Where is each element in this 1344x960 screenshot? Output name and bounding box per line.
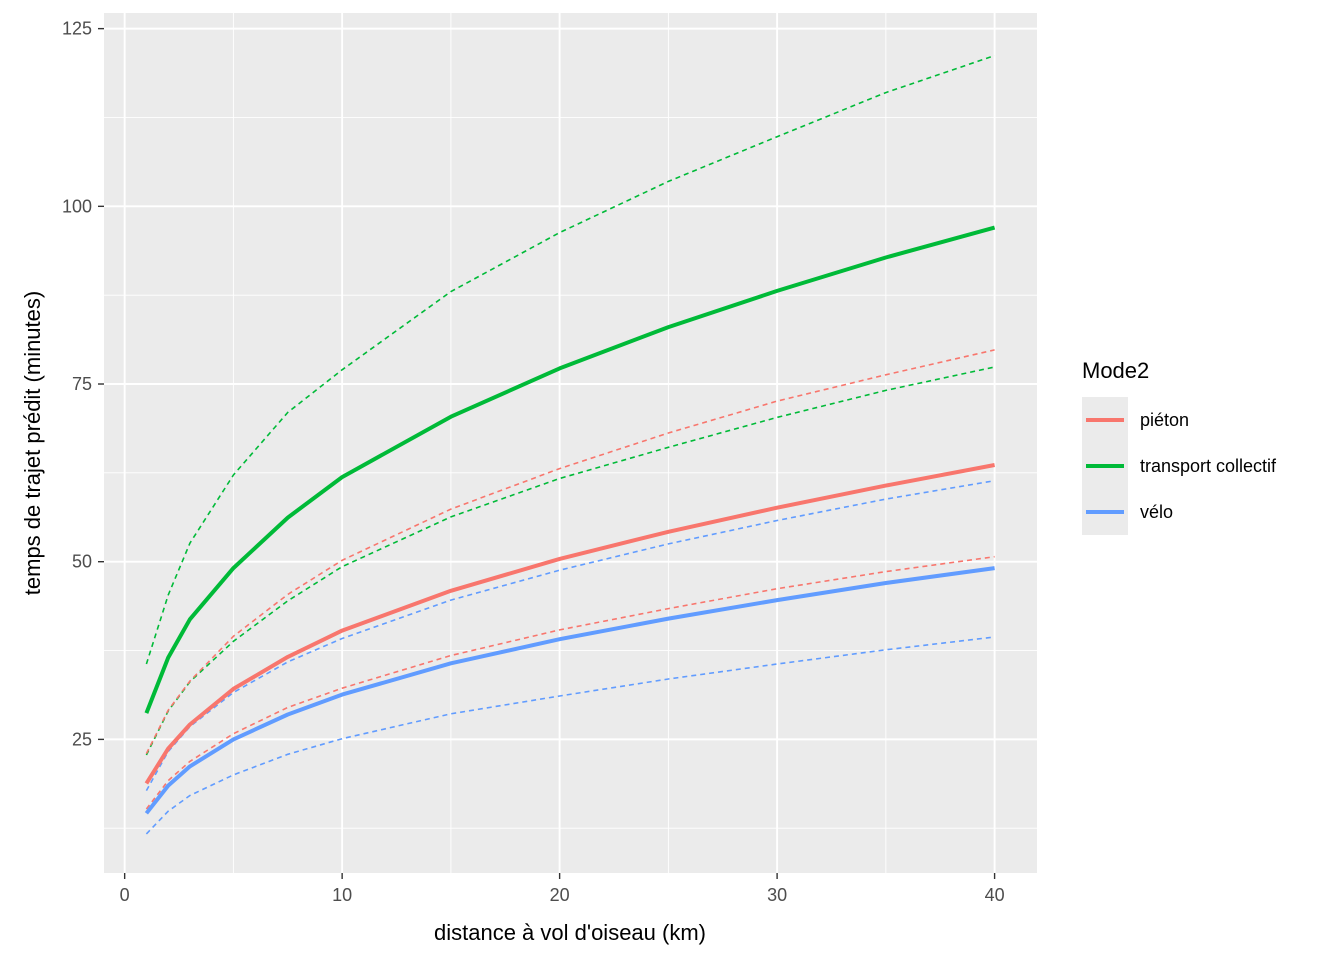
series-pieton-fit bbox=[144, 463, 995, 785]
x-tick-label: 40 bbox=[985, 885, 1005, 905]
y-tick-label: 75 bbox=[72, 374, 92, 394]
panel-background bbox=[104, 13, 1037, 873]
x-axis-ticks: 0 10 20 30 40 bbox=[120, 873, 1005, 905]
series-lines bbox=[144, 54, 996, 835]
x-tick-label: 20 bbox=[550, 885, 570, 905]
series-pieton-lower bbox=[145, 555, 995, 810]
y-axis-ticks: 25 50 75 100 125 bbox=[62, 19, 104, 749]
y-tick-label: 125 bbox=[62, 19, 92, 39]
legend-label-pieton: piéton bbox=[1140, 410, 1189, 430]
major-gridlines bbox=[104, 13, 1037, 873]
y-axis-title: temps de trajet prédit (minutes) bbox=[20, 291, 45, 595]
legend-entries: piéton transport collectif vélo bbox=[1082, 397, 1277, 535]
y-tick-label: 25 bbox=[72, 729, 92, 749]
legend-title: Mode2 bbox=[1082, 358, 1149, 383]
series-transport-collectif-fit bbox=[144, 225, 996, 714]
legend-label-velo: vélo bbox=[1140, 502, 1173, 522]
x-axis-title: distance à vol d'oiseau (km) bbox=[434, 920, 706, 945]
y-tick-label: 100 bbox=[62, 196, 92, 216]
x-tick-label: 30 bbox=[767, 885, 787, 905]
series-transport-collectif-lower bbox=[145, 366, 995, 756]
x-tick-label: 0 bbox=[120, 885, 130, 905]
series-velo-fit bbox=[144, 566, 995, 815]
series-transport-collectif-upper bbox=[145, 54, 995, 665]
y-tick-label: 50 bbox=[72, 552, 92, 572]
minor-gridlines bbox=[104, 13, 1037, 873]
x-tick-label: 10 bbox=[332, 885, 352, 905]
legend: Mode2 piéton transport collectif vélo bbox=[1082, 358, 1277, 535]
legend-label-transport-collectif: transport collectif bbox=[1140, 456, 1277, 476]
